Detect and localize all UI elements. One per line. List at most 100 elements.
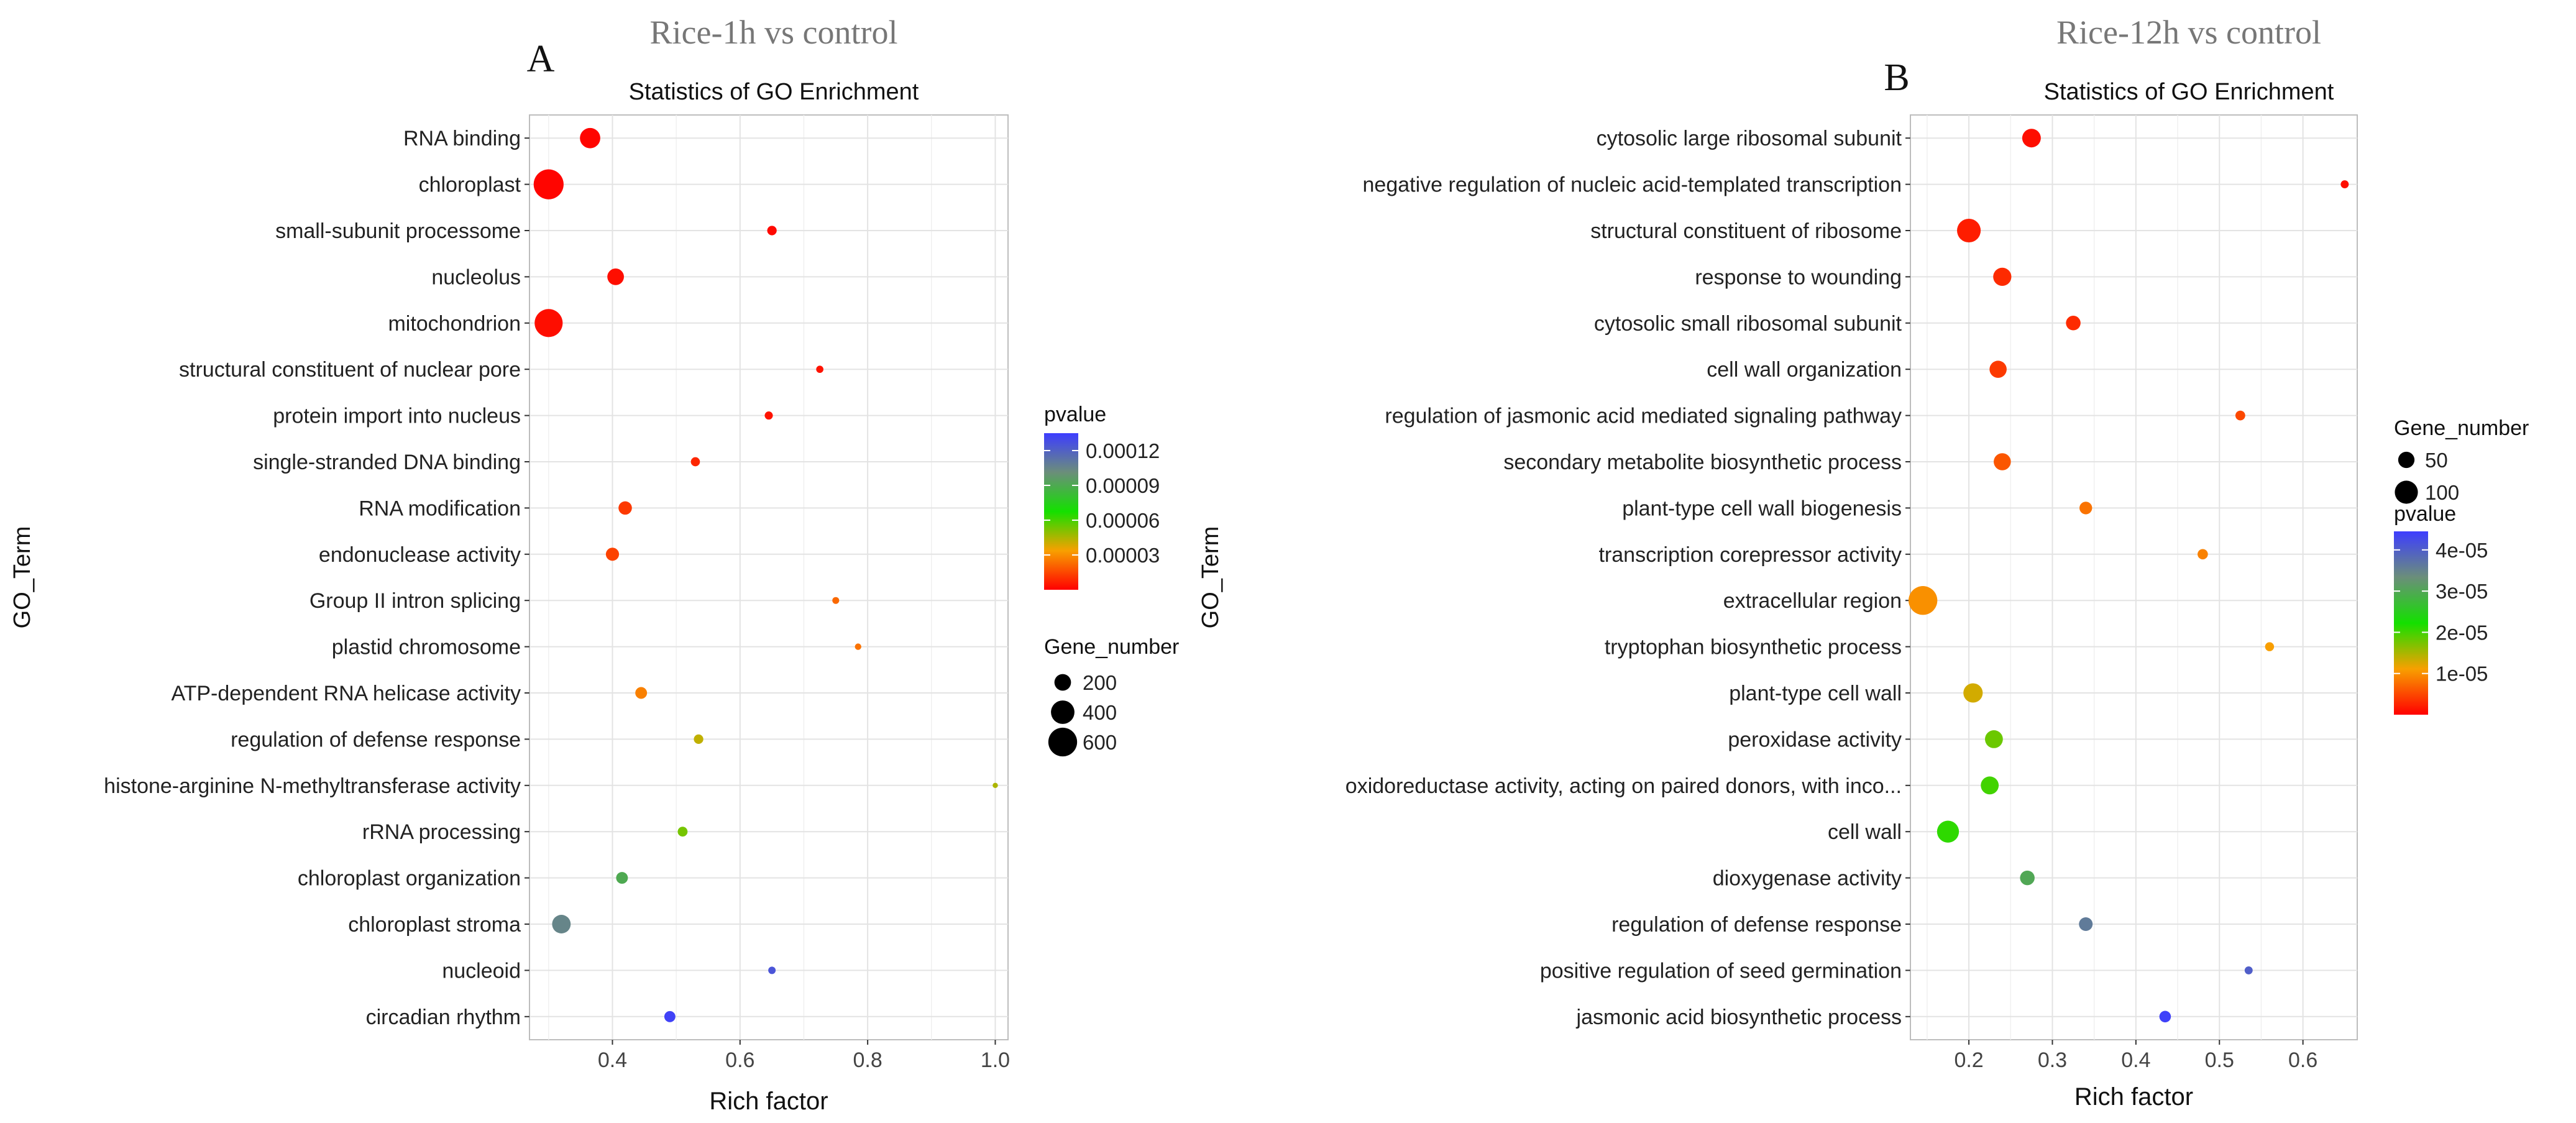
y-tick-label: nucleolus (431, 265, 521, 289)
y-tick-label: histone-arginine N-methyltransferase act… (104, 774, 521, 798)
data-point (855, 643, 861, 650)
data-point (677, 827, 688, 837)
data-point (2066, 316, 2081, 331)
data-point (2340, 180, 2349, 189)
data-point (607, 268, 624, 285)
data-point (1984, 730, 2003, 748)
size-legend-label: 100 (2425, 481, 2459, 504)
y-tick-label: negative regulation of nucleic acid-temp… (1363, 173, 1902, 197)
y-tick-label: Group II intron splicing (309, 589, 521, 613)
y-tick-label: cell wall organization (1707, 358, 1902, 382)
y-tick-label: cell wall (1828, 820, 1902, 844)
data-point (992, 782, 998, 789)
color-bar-label: 3e-05 (2436, 580, 2488, 603)
y-tick-label: regulation of defense response (1611, 913, 1902, 937)
y-tick-label: oxidoreductase activity, acting on paire… (1345, 774, 1902, 798)
color-bar-label: 4e-05 (2436, 539, 2488, 562)
color-bar (1044, 433, 1078, 590)
x-tick-label: 0.8 (853, 1048, 882, 1072)
color-bar-label: 0.00009 (1086, 474, 1160, 497)
data-point (2022, 129, 2041, 148)
data-point (1937, 820, 1960, 843)
y-tick-label: chloroplast organization (298, 867, 521, 891)
chart-title: Statistics of GO Enrichment (2044, 79, 2334, 105)
data-point (618, 501, 632, 515)
y-tick-label: rRNA processing (362, 820, 521, 844)
size-legend-dot (2395, 480, 2418, 504)
y-tick-label: structural constituent of nuclear pore (179, 358, 521, 382)
y-tick-label: peroxidase activity (1728, 728, 1902, 751)
data-point (534, 309, 563, 337)
y-tick-label: nucleoid (442, 959, 521, 983)
y-tick-label: ATP-dependent RNA helicase activity (171, 682, 521, 705)
plot-panel (529, 114, 1009, 1040)
size-legend-label: 50 (2425, 449, 2448, 472)
y-tick-label: plant-type cell wall biogenesis (1622, 497, 1902, 520)
x-tick-label: 0.6 (2288, 1048, 2317, 1072)
y-tick-label: cytosolic small ribosomal subunit (1594, 312, 1902, 336)
data-point (768, 966, 776, 974)
data-point (1957, 218, 1981, 243)
panel-label: B (1884, 57, 1909, 99)
y-tick-label: secondary metabolite biosynthetic proces… (1503, 451, 1902, 474)
data-point (2079, 502, 2092, 515)
y-tick-label: regulation of jasmonic acid mediated sig… (1385, 405, 1902, 428)
data-point (2159, 1011, 2171, 1023)
y-tick-label: chloroplast stroma (348, 913, 521, 937)
data-point (605, 548, 620, 561)
data-point (1994, 453, 2011, 470)
panel-a: Rice-1h vs control A Statistics of GO Enri… (9, 14, 1179, 1115)
size-legend-dot (1054, 674, 1071, 691)
y-tick-label: tryptophan biosynthetic process (1605, 636, 1902, 659)
size-legend-dot (1048, 727, 1078, 757)
size-legend-title: Gene_number (2394, 416, 2529, 440)
data-point (2244, 966, 2253, 974)
y-tick-label: RNA binding (403, 127, 521, 150)
color-bar-label: 2e-05 (2436, 621, 2488, 644)
panel-b: Rice-12h vs control B Statistics of GO Enr… (1198, 14, 2529, 1111)
data-point (2235, 410, 2245, 421)
x-tick-label: 0.4 (2121, 1048, 2150, 1072)
condition-title: Rice-1h vs control (650, 14, 898, 51)
y-tick-label: positive regulation of seed germination (1540, 959, 1902, 983)
panel-label: A (527, 38, 555, 80)
data-point (764, 411, 773, 420)
y-tick-label: extracellular region (1723, 589, 1902, 613)
y-tick-label: jasmonic acid biosynthetic process (1576, 1006, 1902, 1029)
data-point (1981, 776, 1999, 795)
size-legend-dot (1051, 700, 1075, 724)
x-tick-label: 0.3 (2038, 1048, 2067, 1072)
data-point (832, 597, 840, 604)
y-tick-label: regulation of defense response (231, 728, 521, 751)
color-bar (2394, 531, 2428, 715)
y-tick-label: protein import into nucleus (273, 405, 521, 428)
data-point (2079, 917, 2093, 931)
y-tick-label: structural constituent of ribosome (1590, 219, 1902, 243)
x-tick-label: 0.4 (598, 1048, 627, 1072)
data-point (2198, 549, 2208, 560)
y-tick-label: endonuclease activity (319, 543, 521, 567)
y-tick-label: small-subunit processome (275, 219, 521, 243)
data-point (664, 1011, 676, 1022)
data-point (552, 915, 571, 933)
data-point (635, 687, 648, 699)
color-bar-label: 0.00012 (1086, 439, 1160, 462)
y-tick-label: plastid chromosome (332, 636, 521, 659)
color-legend-title: pvalue (1044, 403, 1106, 426)
y-axis-label: GO_Term (9, 526, 35, 629)
x-tick-label: 0.6 (725, 1048, 754, 1072)
condition-title: Rice-12h vs control (2056, 14, 2321, 51)
y-tick-label: chloroplast (419, 173, 521, 197)
data-point (2265, 642, 2275, 651)
size-legend-dot (2398, 451, 2415, 469)
color-bar-label: 0.00003 (1086, 544, 1160, 567)
y-tick-label: circadian rhythm (366, 1006, 521, 1029)
y-tick-label: cytosolic large ribosomal subunit (1597, 127, 1902, 150)
chart-title: Statistics of GO Enrichment (629, 79, 919, 105)
x-tick-label: 1.0 (981, 1048, 1010, 1072)
color-legend-title: pvalue (2394, 502, 2456, 526)
data-point (694, 734, 704, 745)
size-legend-title: Gene_number (1044, 635, 1179, 659)
data-point (1909, 586, 1938, 615)
